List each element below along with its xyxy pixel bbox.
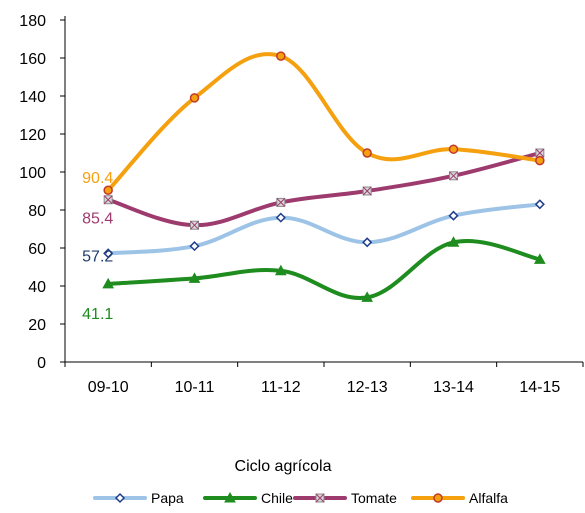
data-label-papa: 57.2 bbox=[82, 248, 113, 265]
x-tick-label: 09-10 bbox=[88, 379, 129, 396]
y-tick-label: 60 bbox=[28, 241, 46, 258]
legend-label: Tomate bbox=[351, 490, 397, 506]
series-lines bbox=[106, 52, 542, 300]
data-point-marker bbox=[189, 241, 200, 252]
y-tick-labels: 0 20 40 60 80 100 120 140 160 180 bbox=[19, 13, 65, 372]
marker-cross-b bbox=[276, 198, 286, 207]
data-point-marker bbox=[103, 195, 113, 205]
marker-cross-b bbox=[362, 186, 372, 196]
y-tick-label: 40 bbox=[28, 279, 46, 296]
series-line-chile bbox=[106, 239, 542, 300]
x-tick-label: 11-12 bbox=[261, 379, 301, 396]
data-point-marker bbox=[276, 51, 286, 61]
data-point-marker bbox=[362, 237, 373, 248]
series-markers bbox=[102, 51, 546, 302]
marker-cross-b bbox=[103, 195, 113, 205]
data-point-marker bbox=[534, 199, 545, 210]
data-point-marker bbox=[362, 148, 372, 158]
data-point-marker bbox=[535, 148, 545, 158]
marker-cross-b bbox=[449, 171, 458, 181]
legend-label: Alfalfa bbox=[469, 490, 508, 506]
series-line-papa bbox=[106, 202, 542, 256]
data-point-marker bbox=[449, 171, 458, 181]
legend-item-chile: Chile bbox=[203, 490, 293, 506]
x-tick-label: 10-11 bbox=[175, 379, 215, 396]
data-point-marker bbox=[114, 492, 126, 504]
legend-item-tomate: Tomate bbox=[293, 490, 397, 506]
data-point-marker bbox=[362, 186, 372, 196]
legend-label: Papa bbox=[151, 490, 184, 506]
x-tick-labels: 09-10 10-11 11-12 12-13 13-14 14-15 bbox=[64, 362, 584, 396]
legend: Papa Chile Tomate Alfalfa bbox=[93, 490, 508, 506]
data-point-marker bbox=[315, 493, 325, 503]
marker-cross-b bbox=[535, 148, 545, 158]
y-tick-label: 120 bbox=[19, 127, 46, 144]
y-tick-label: 140 bbox=[19, 89, 46, 106]
data-point-marker bbox=[276, 197, 286, 207]
x-tick-label: 14-15 bbox=[519, 379, 560, 396]
data-label-tomate: 85.4 bbox=[82, 211, 113, 228]
y-tick-label: 180 bbox=[19, 13, 46, 30]
data-point-marker bbox=[188, 272, 201, 283]
data-point-marker bbox=[448, 210, 459, 221]
data-label-alfalfa: 90.4 bbox=[82, 170, 113, 187]
data-point-marker bbox=[535, 155, 545, 166]
data-point-marker bbox=[224, 491, 236, 503]
marker-cross-b bbox=[315, 493, 325, 503]
x-tick-label: 12-13 bbox=[347, 379, 388, 396]
y-tick-label: 20 bbox=[28, 317, 46, 334]
data-labels: 57.2 41.1 85.4 90.4 bbox=[82, 170, 113, 323]
legend-label: Chile bbox=[261, 490, 293, 506]
data-point-marker bbox=[433, 493, 443, 503]
data-point-marker bbox=[189, 93, 200, 103]
data-point-marker bbox=[275, 212, 286, 223]
x-axis-title: Ciclo agrícola bbox=[235, 458, 332, 475]
data-point-marker bbox=[103, 248, 114, 259]
data-label-chile: 41.1 bbox=[82, 306, 113, 323]
y-tick-label: 80 bbox=[28, 203, 46, 220]
data-point-marker bbox=[102, 277, 115, 289]
data-point-marker bbox=[533, 253, 546, 264]
data-point-marker bbox=[447, 236, 460, 247]
data-point-marker bbox=[190, 220, 199, 230]
marker-cross-b bbox=[190, 220, 199, 230]
axes bbox=[64, 16, 583, 363]
data-point-marker bbox=[361, 291, 374, 302]
legend-item-alfalfa: Alfalfa bbox=[411, 490, 508, 506]
y-tick-label: 0 bbox=[37, 355, 46, 372]
data-point-marker bbox=[448, 144, 459, 154]
data-point-marker bbox=[274, 264, 287, 276]
y-tick-label: 100 bbox=[19, 165, 46, 182]
series-line-tomate bbox=[106, 151, 542, 228]
legend-item-papa: Papa bbox=[93, 490, 184, 506]
y-tick-label: 160 bbox=[19, 51, 46, 68]
data-point-marker bbox=[103, 185, 113, 195]
x-tick-label: 13-14 bbox=[433, 379, 474, 396]
